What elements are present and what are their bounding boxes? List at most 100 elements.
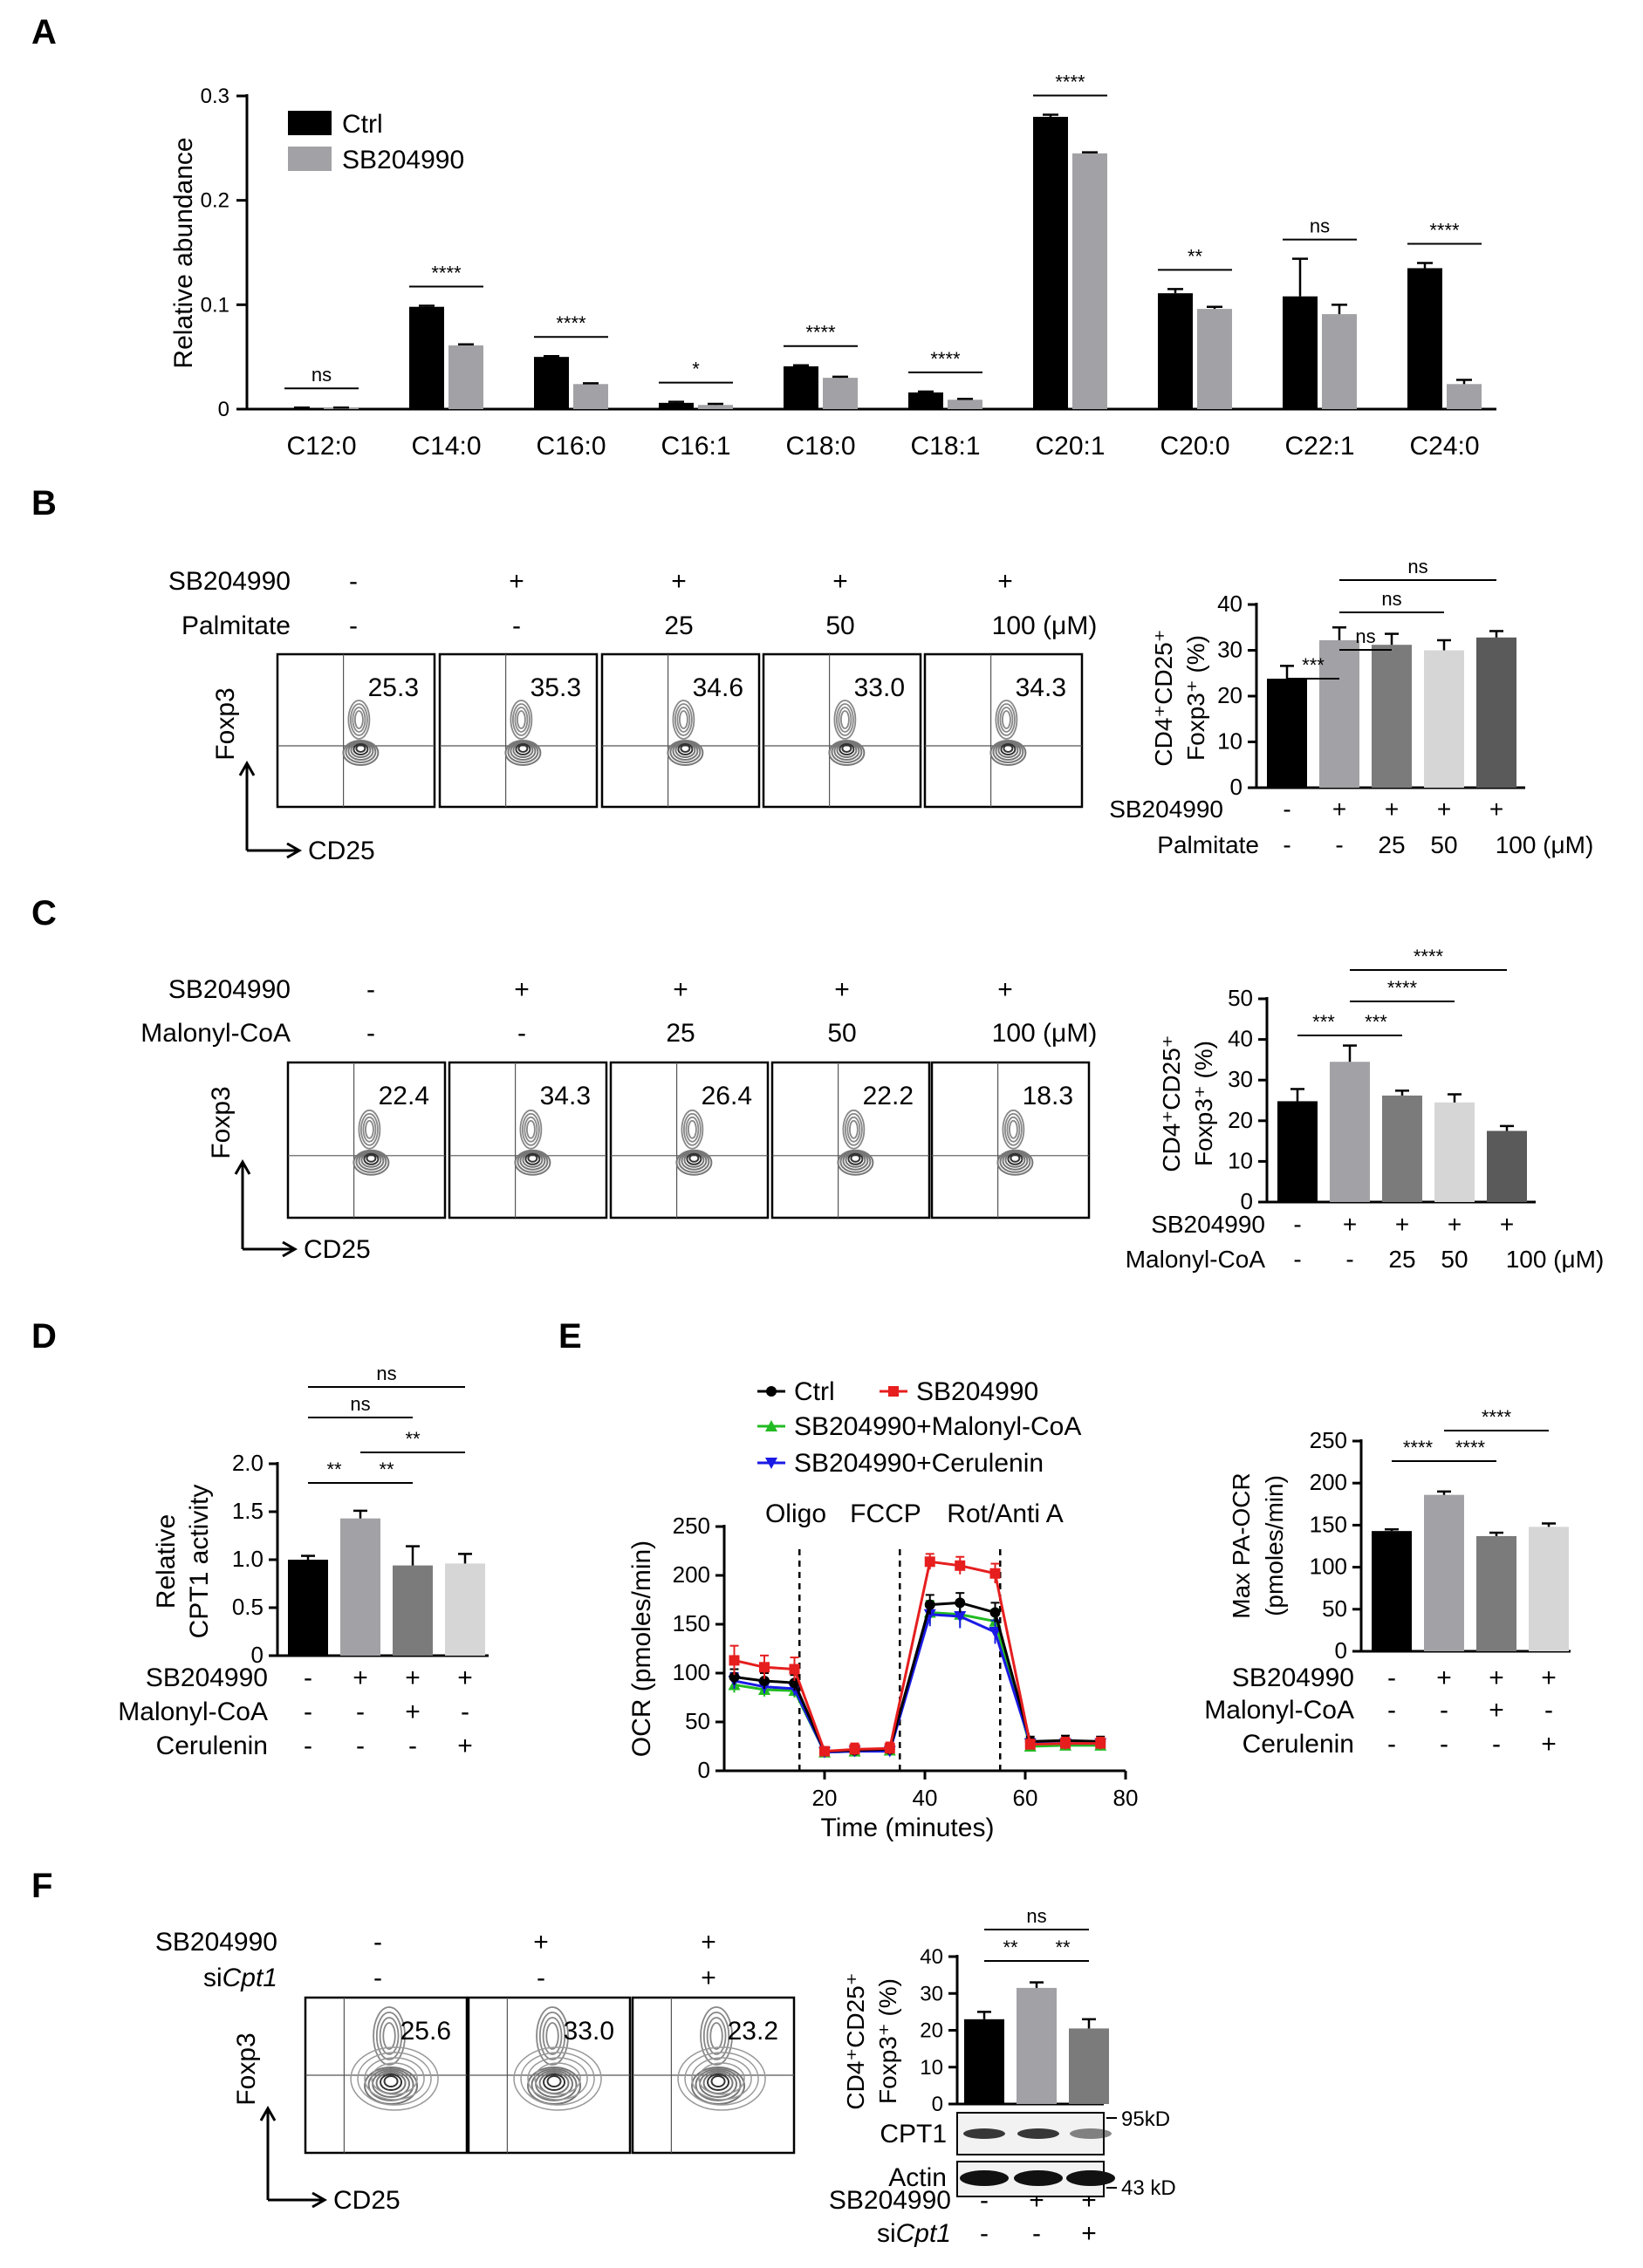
c-chart-xrow2-label: Malonyl-CoA — [1126, 1246, 1266, 1273]
d-chart-y-tick-label-3: 1.5 — [232, 1498, 264, 1524]
e-line-legend-label-1: SB204990 — [916, 1377, 1038, 1406]
f-chart-sig-0-label: ** — [1003, 1937, 1018, 1958]
b-chart-y-label-2: Foxp3⁺ (%) — [1182, 635, 1209, 761]
c-flow-1-contour-high-3 — [526, 1119, 536, 1139]
c-flow-0-contour-high-1 — [359, 1112, 379, 1146]
e-line-y-tick-label-3: 150 — [673, 1610, 710, 1636]
d-chart-sig-4-label: ns — [376, 1363, 396, 1384]
f-flow-2-contour-high-0 — [700, 2006, 733, 2066]
f-sb204990-row-label: SB204990 — [155, 1928, 277, 1957]
d-chart-y-tick-label-1: 0.5 — [232, 1594, 264, 1620]
c-flow-1-value: 34.3 — [540, 1082, 591, 1110]
e-line-marker-0-8 — [989, 1607, 1001, 1618]
c-flow-1-contour-high-2 — [524, 1116, 538, 1143]
f-flow-axes-x-label: CD25 — [333, 2186, 400, 2215]
e-line-marker-1-11 — [1095, 1738, 1106, 1749]
b-palmitate-value-4: 100 (μM) — [992, 611, 1098, 640]
e-line-x-tick-label-3: 80 — [1113, 1785, 1139, 1811]
f-sicpt1-gene: Cpt1 — [222, 1964, 277, 1992]
c-flow-4-contour-high-3 — [1009, 1119, 1018, 1139]
f-flow-0-contour-wide-2 — [364, 2057, 425, 2101]
c-flow-0-contour-high-2 — [362, 1116, 377, 1143]
d-chart-bar-0 — [288, 1560, 328, 1656]
f-flow-axes-x-arrow-head — [311, 2191, 328, 2209]
f-flow-2-value: 23.2 — [728, 2017, 778, 2046]
b-flow-3-contour-high-3 — [840, 710, 850, 729]
d-chart-xrow2-1: - — [356, 1698, 365, 1726]
f-flow-0-contour-high-0 — [373, 2006, 406, 2066]
f-flow-0-contour-high-3 — [382, 2022, 396, 2050]
e-line-legend-label-2: SB204990+Malonyl-CoA — [794, 1412, 1081, 1441]
a-sig-5-label: **** — [930, 348, 961, 370]
a-legend-swatch-sb204990 — [288, 147, 332, 171]
e-bar-xrow1-label: SB204990 — [1232, 1663, 1354, 1692]
e-line-marker-0-6 — [924, 1599, 935, 1610]
b-flow-2-contour-high-0 — [672, 700, 695, 740]
d-chart-y-tick-label-2: 1.0 — [232, 1546, 264, 1572]
c-chart-xrow2-4: 100 (μM) — [1506, 1246, 1605, 1273]
e-line-marker-1-1 — [759, 1662, 770, 1673]
a-bar-sb204990-8 — [1322, 314, 1357, 409]
c-sb204990-sign-3: + — [834, 975, 850, 1004]
b-chart-xrow2-label: Palmitate — [1157, 831, 1259, 858]
panel-c-flow-plots: 22.4 34.3 26.4 22.2 18.3 Foxp3 CD25 — [207, 1061, 1091, 1264]
a-x-tick-label-3: C16:1 — [661, 432, 730, 461]
c-sb204990-sign-4: + — [997, 975, 1013, 1004]
e-line-marker-1-6 — [924, 1556, 935, 1568]
c-chart-y-tick-label-3: 30 — [1228, 1066, 1253, 1092]
c-chart-y-label-2: Foxp3⁺ (%) — [1190, 1041, 1217, 1166]
e-line-marker-1-8 — [989, 1568, 1001, 1579]
c-chart-bar-4 — [1487, 1131, 1527, 1202]
f-blot-cpt1-band-1 — [1017, 2128, 1059, 2139]
b-chart-y-tick-label-3: 30 — [1217, 637, 1243, 663]
b-flow-2-contour-high-1 — [674, 703, 693, 736]
b-chart-xrow2-0: - — [1283, 831, 1290, 858]
c-sb204990-sign-1: + — [514, 975, 530, 1004]
panel-letter-f: F — [31, 1867, 52, 1905]
c-flow-3-contour-low-5 — [850, 1153, 861, 1163]
d-chart-y-label-1: Relative — [152, 1514, 181, 1609]
a-legend-swatch-ctrl — [288, 111, 332, 135]
d-chart-xrow1-2: + — [405, 1663, 421, 1692]
e-line-marker-3-7 — [954, 1611, 967, 1623]
b-chart-xrow1-4: + — [1489, 796, 1503, 823]
e-line-marker-1-2 — [789, 1663, 800, 1675]
f-flow-2-contour-high-3 — [709, 2022, 723, 2050]
b-flow-0-value: 25.3 — [368, 673, 419, 702]
e-line-marker-3-8 — [989, 1626, 1002, 1638]
b-flow-3-contour-high-2 — [838, 707, 852, 733]
c-flow-3-contour-high-1 — [845, 1112, 863, 1146]
a-bar-ctrl-1 — [409, 306, 444, 409]
b-flow-1-contour-high-2 — [514, 707, 529, 733]
d-chart-y-label-2: CPT1 activity — [185, 1485, 214, 1639]
d-chart-xrow3-label: Cerulenin — [156, 1732, 268, 1760]
b-flow-1-contour-high-0 — [510, 700, 533, 740]
panel-b-condition-header: SB204990 - + + + + Palmitate - - 25 50 100 (μM) — [168, 567, 1097, 640]
f-flow-1-value: 33.0 — [564, 2017, 614, 2046]
e-bar-chart-bar-1 — [1424, 1494, 1464, 1651]
e-bar-xrow1-3: + — [1541, 1663, 1557, 1692]
e-line-y-tick-label-2: 100 — [673, 1659, 710, 1685]
panel-b-flow-plots: 25.3 35.3 34.6 33.0 34.3 Foxp3 CD25 — [211, 652, 1084, 865]
b-flow-0-contour-low-5 — [355, 744, 366, 753]
a-x-tick-label-7: C20:0 — [1160, 432, 1229, 461]
e-bar-chart-y-tick-label-2: 100 — [1310, 1554, 1347, 1580]
e-line-injection-label-0: Oligo — [765, 1499, 826, 1528]
a-bar-ctrl-7 — [1158, 293, 1193, 409]
c-flow-2-contour-high-0 — [681, 1109, 704, 1150]
e-bar-y-label-1: Max PA-OCR — [1228, 1472, 1255, 1619]
e-line-legend-marker-3 — [765, 1458, 777, 1469]
e-line-marker-1-0 — [729, 1655, 740, 1666]
c-flow-0-frame — [286, 1061, 447, 1219]
c-chart-xrow1-4: + — [1500, 1211, 1514, 1238]
b-flow-4-contour-high-0 — [995, 700, 1018, 740]
e-line-y-axis-label: OCR (pmoles/min) — [627, 1540, 656, 1757]
e-line-injection-label-2: Rot/Anti A — [947, 1499, 1063, 1528]
a-bar-ctrl-5 — [908, 392, 943, 409]
a-y-tick-label-1: 0.1 — [201, 293, 229, 317]
b-chart-bar-3 — [1424, 650, 1464, 788]
a-sig-8-label: ns — [1310, 215, 1330, 237]
c-chart-xrow2-0: - — [1293, 1246, 1301, 1273]
f-flow-2-contour-low-0 — [691, 2066, 746, 2105]
f-flow-0-contour-low-1 — [367, 2068, 414, 2101]
